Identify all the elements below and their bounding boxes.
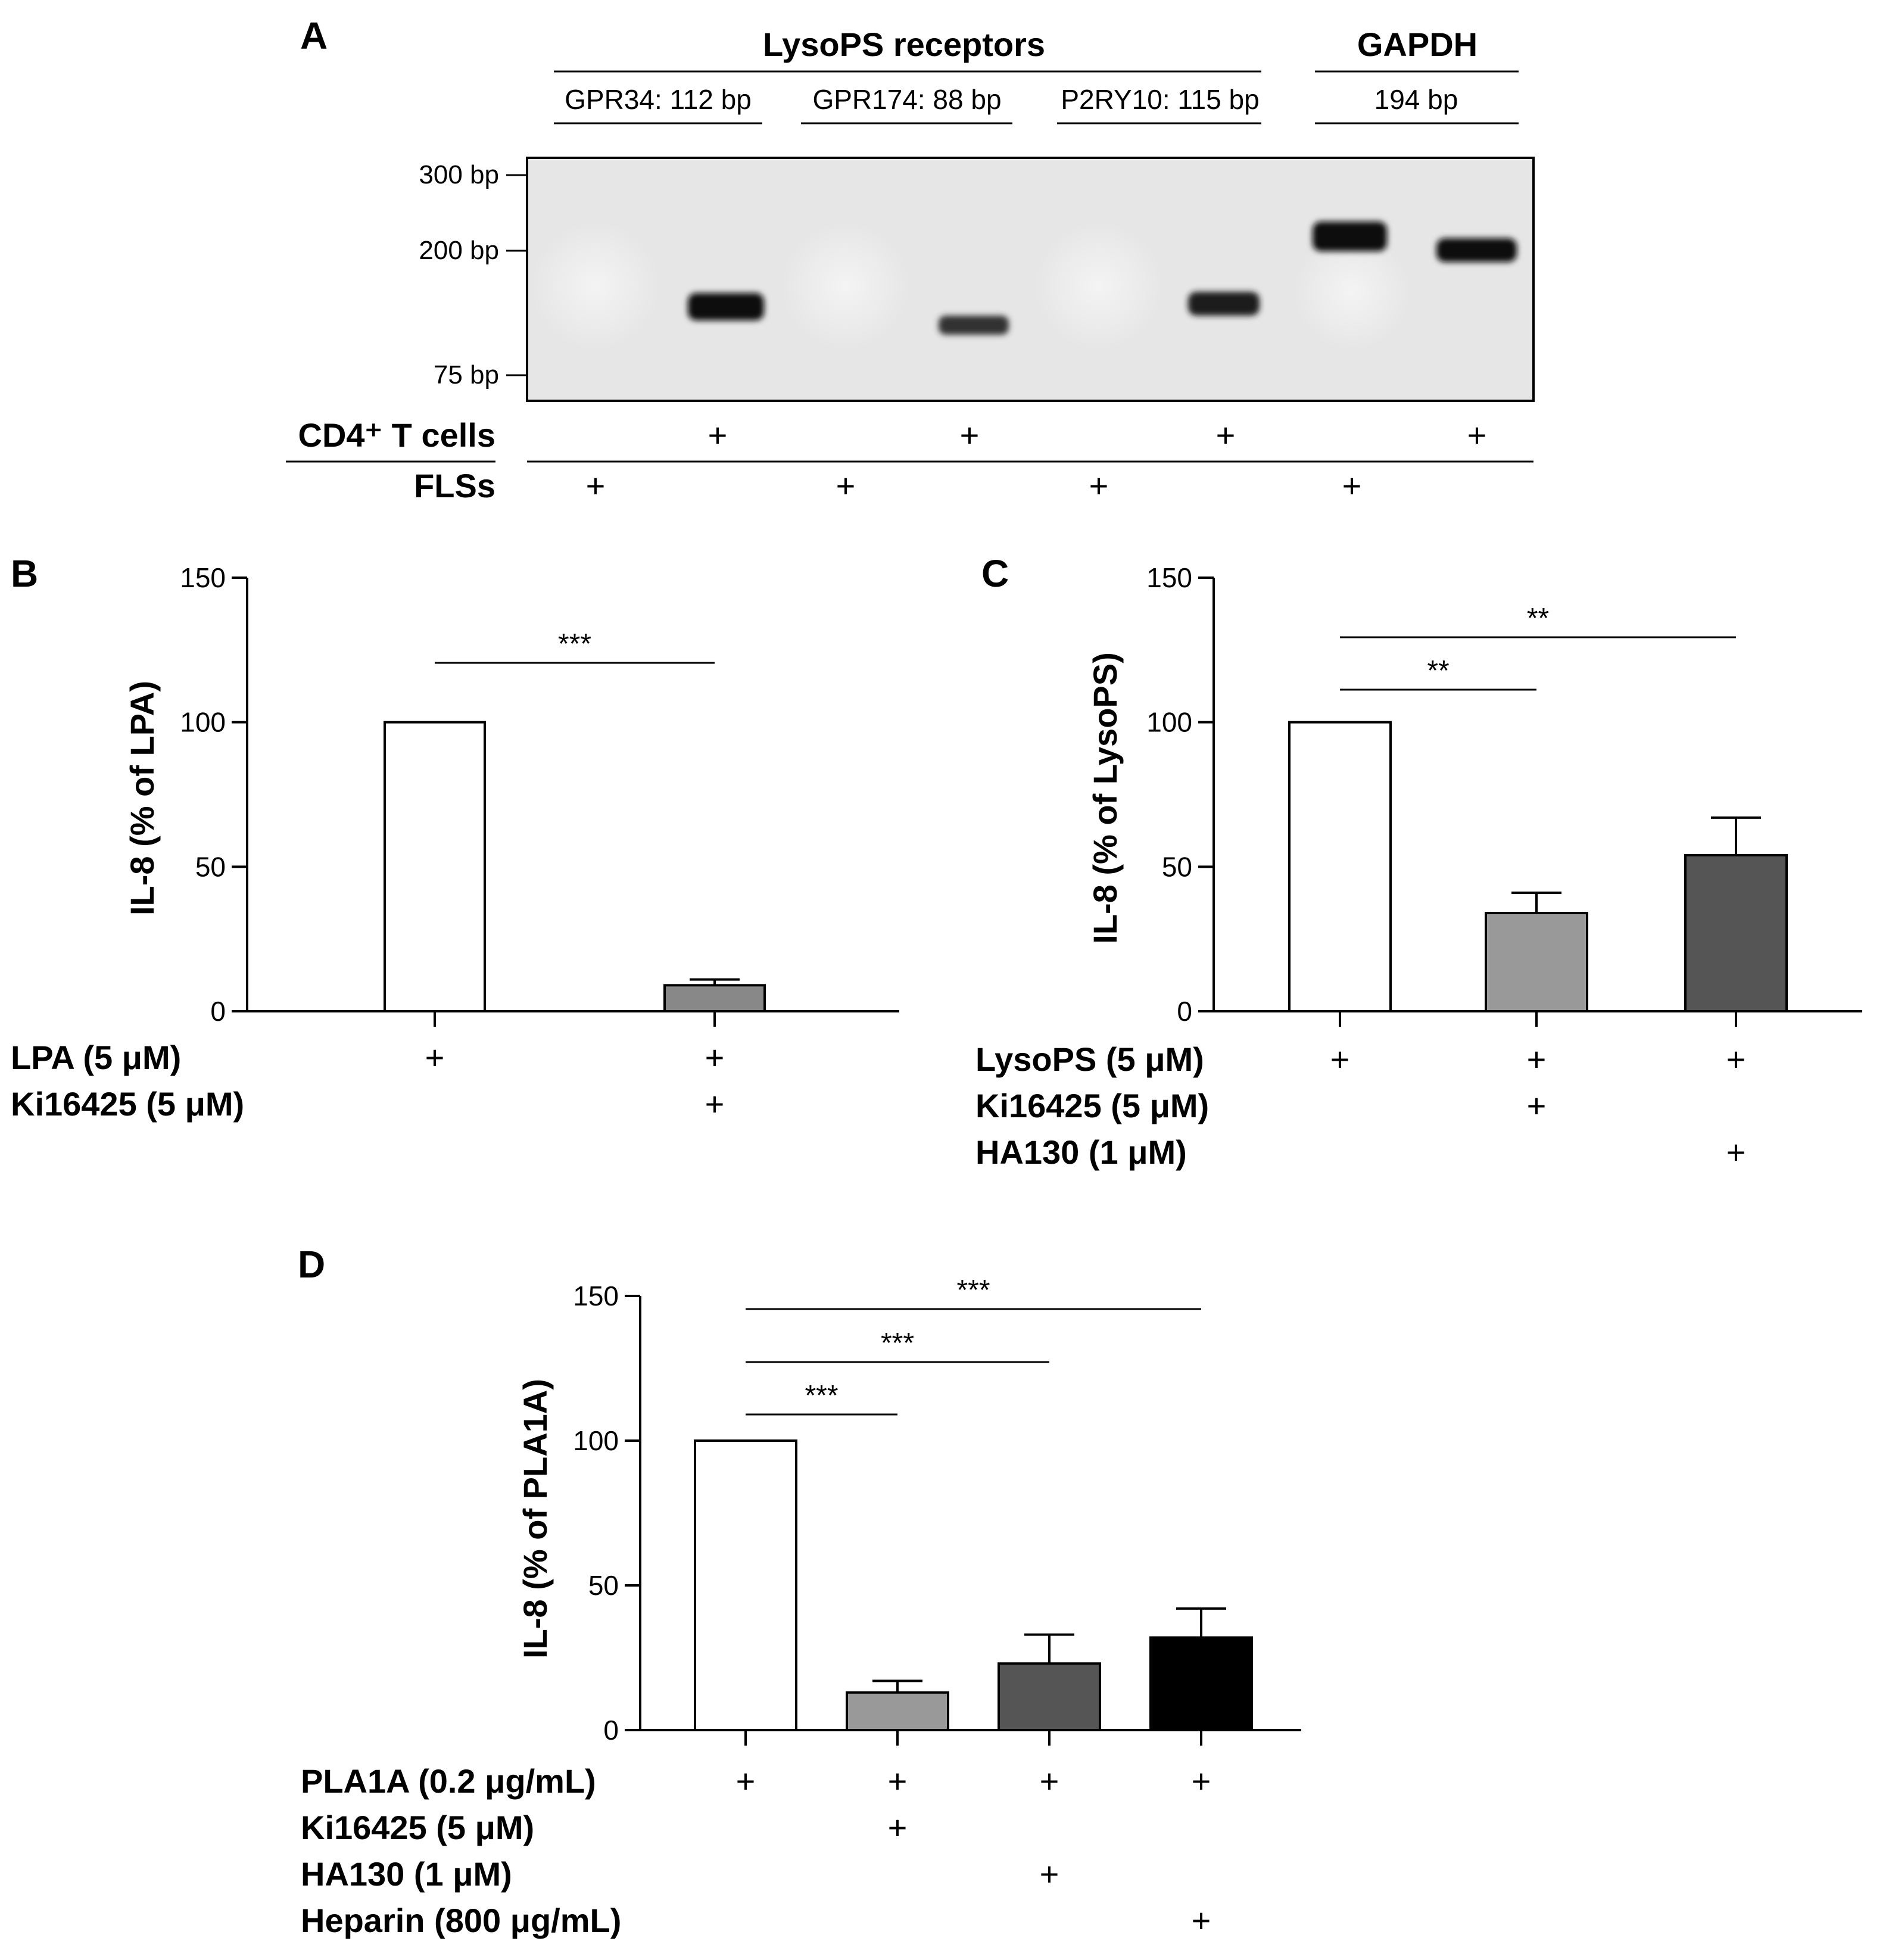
lane-plus: +	[1089, 467, 1109, 504]
y-axis-label: IL-8 (% of LPA)	[123, 681, 161, 915]
significance-label: ***	[956, 1275, 990, 1306]
panel-letter-a: A	[300, 14, 328, 57]
group-label-gapdh: GAPDH	[1357, 26, 1478, 63]
bar	[1149, 1636, 1253, 1731]
gene-label-gpr174: GPR174: 88 bp	[812, 84, 1001, 115]
treatment-plus: +	[1527, 1087, 1547, 1124]
gel-band-gpr174-cd4	[939, 316, 1009, 335]
treatment-label: Ki16425 (5 μM)	[11, 1085, 244, 1123]
gel-band-gapdh-fls	[1313, 222, 1387, 251]
treatment-plus: +	[425, 1039, 445, 1076]
y-tick-label: 100	[180, 707, 226, 738]
treatment-plus: +	[705, 1039, 725, 1076]
treatment-label: Ki16425 (5 μM)	[301, 1809, 534, 1846]
treatment-label: HA130 (1 μM)	[301, 1855, 512, 1893]
ladder-label-200: 200 bp	[419, 236, 499, 265]
treatment-plus: +	[1527, 1040, 1547, 1078]
gel-band-gapdh-cd4	[1436, 238, 1517, 262]
lane-plus: +	[1467, 416, 1487, 454]
bar	[1485, 911, 1588, 1013]
row-label-cd4: CD4⁺ T cells	[298, 416, 495, 454]
treatment-plus: +	[888, 1809, 908, 1846]
bar-chart-b: 0 50 100 150 *** + + +	[180, 562, 899, 1123]
treatment-label: Heparin (800 μg/mL)	[301, 1902, 621, 1939]
treatment-plus: +	[705, 1085, 725, 1123]
bar	[1684, 853, 1788, 1013]
y-tick-label: 0	[210, 996, 226, 1027]
significance-label: **	[1427, 655, 1449, 687]
panel-letter-c: C	[981, 552, 1009, 595]
bar	[663, 984, 766, 1012]
treatment-label: LPA (5 μM)	[11, 1039, 181, 1076]
treatment-label: HA130 (1 μM)	[975, 1133, 1187, 1171]
bar-chart-c: 0 50 100 150 ** ** + + + + +	[1146, 562, 1862, 1171]
gene-label-gapdh: 194 bp	[1374, 84, 1458, 115]
bar	[694, 1439, 797, 1731]
treatment-plus: +	[1040, 1855, 1059, 1893]
y-tick-label: 50	[588, 1570, 619, 1601]
panel-letter-b: B	[11, 552, 38, 595]
panel-a: A LysoPS receptors GAPDH GPR34: 112 bp G…	[286, 14, 1535, 504]
y-axis-label: IL-8 (% of PLA1A)	[516, 1379, 554, 1659]
bar	[384, 721, 486, 1012]
lane-plus: +	[1342, 467, 1362, 504]
row-label-fls: FLSs	[414, 467, 495, 504]
treatment-label: LysoPS (5 μM)	[975, 1040, 1204, 1078]
gel-band-gpr34-cd4	[688, 293, 764, 320]
panel-d: D IL-8 (% of PLA1A) 0 50 100 150 *** *** *** + +…	[298, 1243, 1301, 1939]
y-axis-label: IL-8 (% of LysoPS)	[1086, 652, 1124, 944]
ladder-label-75: 75 bp	[434, 360, 499, 389]
y-tick-label: 100	[1146, 707, 1192, 738]
treatment-plus: +	[1040, 1762, 1059, 1800]
bar-chart-d: 0 50 100 150 *** *** *** + + + + + + +	[573, 1275, 1301, 1939]
treatment-plus: +	[1726, 1040, 1746, 1078]
treatment-label: Ki16425 (5 μM)	[975, 1087, 1209, 1124]
y-tick-label: 100	[573, 1425, 619, 1456]
y-tick-label: 50	[195, 851, 226, 882]
y-tick-label: 150	[180, 562, 226, 593]
y-tick-label: 0	[603, 1715, 619, 1746]
gene-label-gpr34: GPR34: 112 bp	[565, 84, 752, 115]
significance-label: ***	[805, 1380, 838, 1411]
treatment-plus: +	[1192, 1902, 1211, 1939]
panel-letter-d: D	[298, 1243, 325, 1286]
treatment-plus: +	[736, 1762, 756, 1800]
group-label-lysops: LysoPS receptors	[763, 26, 1045, 63]
y-tick-label: 150	[1146, 562, 1192, 593]
gel-well	[780, 220, 911, 351]
gel-well	[530, 220, 661, 351]
lane-plus: +	[960, 416, 980, 454]
gel-well	[1033, 220, 1164, 351]
ladder-label-300: 300 bp	[419, 160, 499, 189]
treatment-label: PLA1A (0.2 μg/mL)	[301, 1762, 596, 1800]
y-tick-label: 150	[573, 1280, 619, 1311]
significance-label: **	[1527, 603, 1549, 634]
significance-label: ***	[558, 628, 591, 660]
treatment-plus: +	[1330, 1040, 1350, 1078]
lane-plus: +	[586, 467, 606, 504]
panel-b: B IL-8 (% of LPA) 0 50 100 150 *** + + + LPA (5…	[11, 552, 899, 1123]
lane-plus: +	[1216, 416, 1236, 454]
gel-well	[1292, 232, 1411, 351]
bar	[998, 1662, 1101, 1731]
treatment-plus: +	[888, 1762, 908, 1800]
gel-image	[526, 157, 1535, 402]
gel-band-p2ry10-cd4	[1188, 292, 1260, 316]
lane-plus: +	[708, 416, 728, 454]
bar	[846, 1691, 949, 1732]
y-tick-label: 0	[1177, 996, 1192, 1027]
bar	[1288, 721, 1392, 1012]
y-tick-label: 50	[1162, 851, 1192, 882]
significance-label: ***	[881, 1328, 914, 1359]
gene-label-p2ry10: P2RY10: 115 bp	[1061, 84, 1259, 115]
treatment-plus: +	[1726, 1133, 1746, 1171]
treatment-plus: +	[1192, 1762, 1211, 1800]
lane-plus: +	[836, 467, 856, 504]
